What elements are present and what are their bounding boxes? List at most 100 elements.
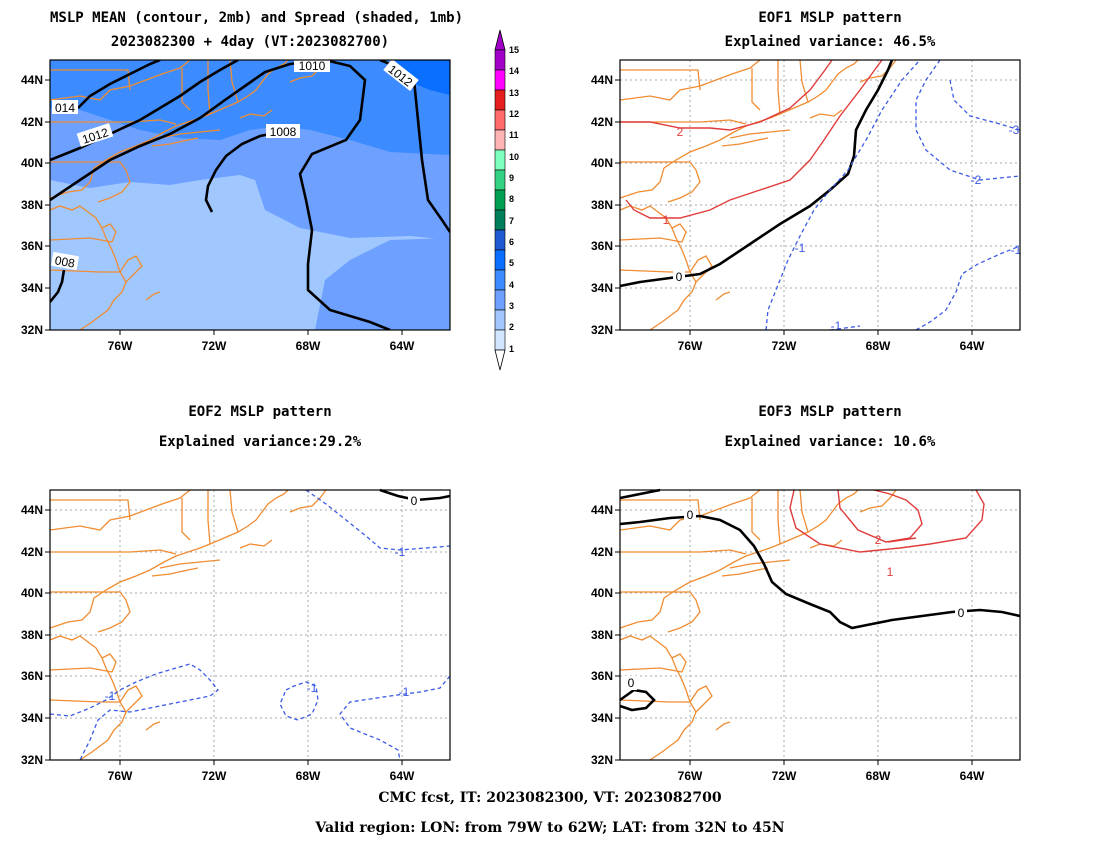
svg-text:2: 2	[875, 533, 882, 547]
svg-text:-1: -1	[307, 681, 318, 695]
eof1-contours	[619, 59, 1021, 331]
lon-axis-labels: 76W 72W 68W 64W	[678, 339, 985, 353]
eof1-variance: Explained variance: 46.5%	[724, 34, 936, 50]
eof2-contour-labels: 0 -1 -1 -1 -1	[105, 494, 420, 703]
colorbar-swatch-8	[494, 189, 506, 211]
spread-shade-4	[50, 60, 450, 155]
eof1-contour-labels: 2 1 0 -1 -1 -2 -3 -1	[663, 123, 1022, 333]
svg-text:68W: 68W	[296, 769, 321, 783]
svg-text:42N: 42N	[591, 115, 613, 129]
svg-text:32N: 32N	[21, 323, 43, 337]
svg-text:42N: 42N	[21, 545, 43, 559]
svg-text:40N: 40N	[21, 156, 43, 170]
colorbar-swatch-11	[494, 129, 506, 151]
svg-text:32N: 32N	[591, 753, 613, 767]
svg-text:40N: 40N	[21, 586, 43, 600]
svg-text:72W: 72W	[772, 769, 797, 783]
lat-axis-labels: 44N 42N 40N 38N 36N 34N 32N	[21, 503, 43, 767]
mean-panel-subtitle: 2023082300 + 4day (VT:2023082700)	[110, 34, 390, 50]
colorbar-swatch-5	[494, 249, 506, 271]
lon-axis-labels: 76W 72W 68W 64W	[108, 769, 415, 783]
footer-valid-region: Valid region: LON: from 79W to 62W; LAT:…	[315, 820, 785, 836]
svg-text:34N: 34N	[21, 711, 43, 725]
svg-text:72W: 72W	[202, 769, 227, 783]
svg-text:32N: 32N	[591, 323, 613, 337]
eof3-variance: Explained variance: 10.6%	[724, 434, 936, 450]
colorbar-swatch-4	[494, 269, 506, 291]
svg-text:-3: -3	[1009, 123, 1020, 137]
svg-text:008: 008	[54, 253, 76, 270]
eof3-panel-title: EOF3 MSLP pattern	[758, 404, 902, 420]
svg-text:72W: 72W	[772, 339, 797, 353]
svg-text:-1: -1	[105, 689, 116, 703]
svg-text:44N: 44N	[591, 503, 613, 517]
svg-text:64W: 64W	[960, 769, 985, 783]
svg-text:44N: 44N	[21, 503, 43, 517]
eof3-map-panel: 0 0 0 2 1 76W 72W 68W 64W 44N 42N 40N 38…	[591, 488, 1021, 783]
lat-axis-labels: 44N 42N 40N 38N 36N 34N 32N	[591, 73, 613, 337]
colorbar-swatch-2	[494, 309, 506, 331]
svg-text:0: 0	[676, 270, 683, 284]
svg-text:40N: 40N	[591, 586, 613, 600]
eof3-contour-labels: 0 0 0 2 1	[625, 508, 967, 690]
svg-text:9: 9	[509, 173, 514, 183]
mean-panel-title: MSLP MEAN (contour, 2mb) and Spread (sha…	[50, 10, 464, 26]
svg-text:36N: 36N	[21, 239, 43, 253]
svg-text:76W: 76W	[108, 769, 133, 783]
svg-text:36N: 36N	[591, 669, 613, 683]
svg-text:72W: 72W	[202, 339, 227, 353]
svg-text:014: 014	[55, 101, 75, 115]
eof2-map-panel: 0 -1 -1 -1 -1 76W 72W 68W 64W 44N 42N 40…	[21, 488, 451, 783]
svg-text:6: 6	[509, 237, 514, 247]
svg-text:1: 1	[663, 213, 670, 227]
svg-text:0: 0	[687, 508, 694, 522]
svg-text:64W: 64W	[390, 769, 415, 783]
footer-forecast-info: CMC fcst, IT: 2023082300, VT: 2023082700	[378, 790, 722, 806]
colorbar-swatch-10	[494, 149, 506, 171]
svg-text:10: 10	[509, 152, 519, 162]
colorbar-swatch-9	[494, 169, 506, 191]
mean-map-panel: 1010 1012 1012 1008 014 008 76W 72W 68W …	[21, 59, 451, 353]
svg-text:-1: -1	[1011, 243, 1022, 257]
svg-text:38N: 38N	[21, 628, 43, 642]
svg-text:68W: 68W	[866, 339, 891, 353]
svg-text:1: 1	[509, 344, 514, 354]
svg-text:2: 2	[509, 322, 514, 332]
colorbar-top-arrow	[494, 29, 506, 51]
eof1-panel-title: EOF1 MSLP pattern	[758, 10, 902, 26]
svg-text:12: 12	[509, 109, 519, 119]
svg-text:-1: -1	[795, 241, 806, 255]
svg-text:4: 4	[509, 280, 514, 290]
lon-axis-labels: 76W 72W 68W 64W	[108, 339, 415, 353]
svg-text:-1: -1	[395, 545, 406, 559]
spread-shade-3b	[315, 238, 450, 330]
eof2-contours	[49, 488, 451, 761]
colorbar-swatch-1	[494, 329, 506, 351]
svg-text:76W: 76W	[678, 339, 703, 353]
svg-text:13: 13	[509, 88, 519, 98]
colorbar-labels: 15 14 13 12 11 10 9 8 7 6 5 4 3 2 1	[509, 45, 519, 354]
svg-text:68W: 68W	[866, 769, 891, 783]
spread-colorbar: 15 14 13 12 11 10 9 8 7 6 5 4 3 2 1	[494, 29, 519, 371]
svg-text:40N: 40N	[591, 156, 613, 170]
spread-shade-5	[395, 60, 450, 95]
lat-axis-labels: 44N 42N 40N 38N 36N 34N 32N	[21, 73, 43, 337]
svg-text:-2: -2	[971, 173, 982, 187]
svg-text:-1: -1	[831, 319, 842, 333]
svg-text:2: 2	[677, 125, 684, 139]
svg-text:64W: 64W	[960, 339, 985, 353]
colorbar-swatch-13	[494, 89, 506, 111]
colorbar-swatch-3	[494, 289, 506, 311]
svg-text:36N: 36N	[21, 669, 43, 683]
svg-text:32N: 32N	[21, 753, 43, 767]
svg-text:3: 3	[509, 301, 514, 311]
svg-text:14: 14	[509, 66, 519, 76]
svg-text:76W: 76W	[678, 769, 703, 783]
isobar-labels: 1010 1012 1012 1008 014 008	[50, 60, 419, 271]
svg-text:8: 8	[509, 194, 514, 204]
svg-text:0: 0	[958, 606, 965, 620]
svg-text:1008: 1008	[270, 125, 297, 139]
svg-text:64W: 64W	[390, 339, 415, 353]
svg-text:0: 0	[628, 676, 635, 690]
